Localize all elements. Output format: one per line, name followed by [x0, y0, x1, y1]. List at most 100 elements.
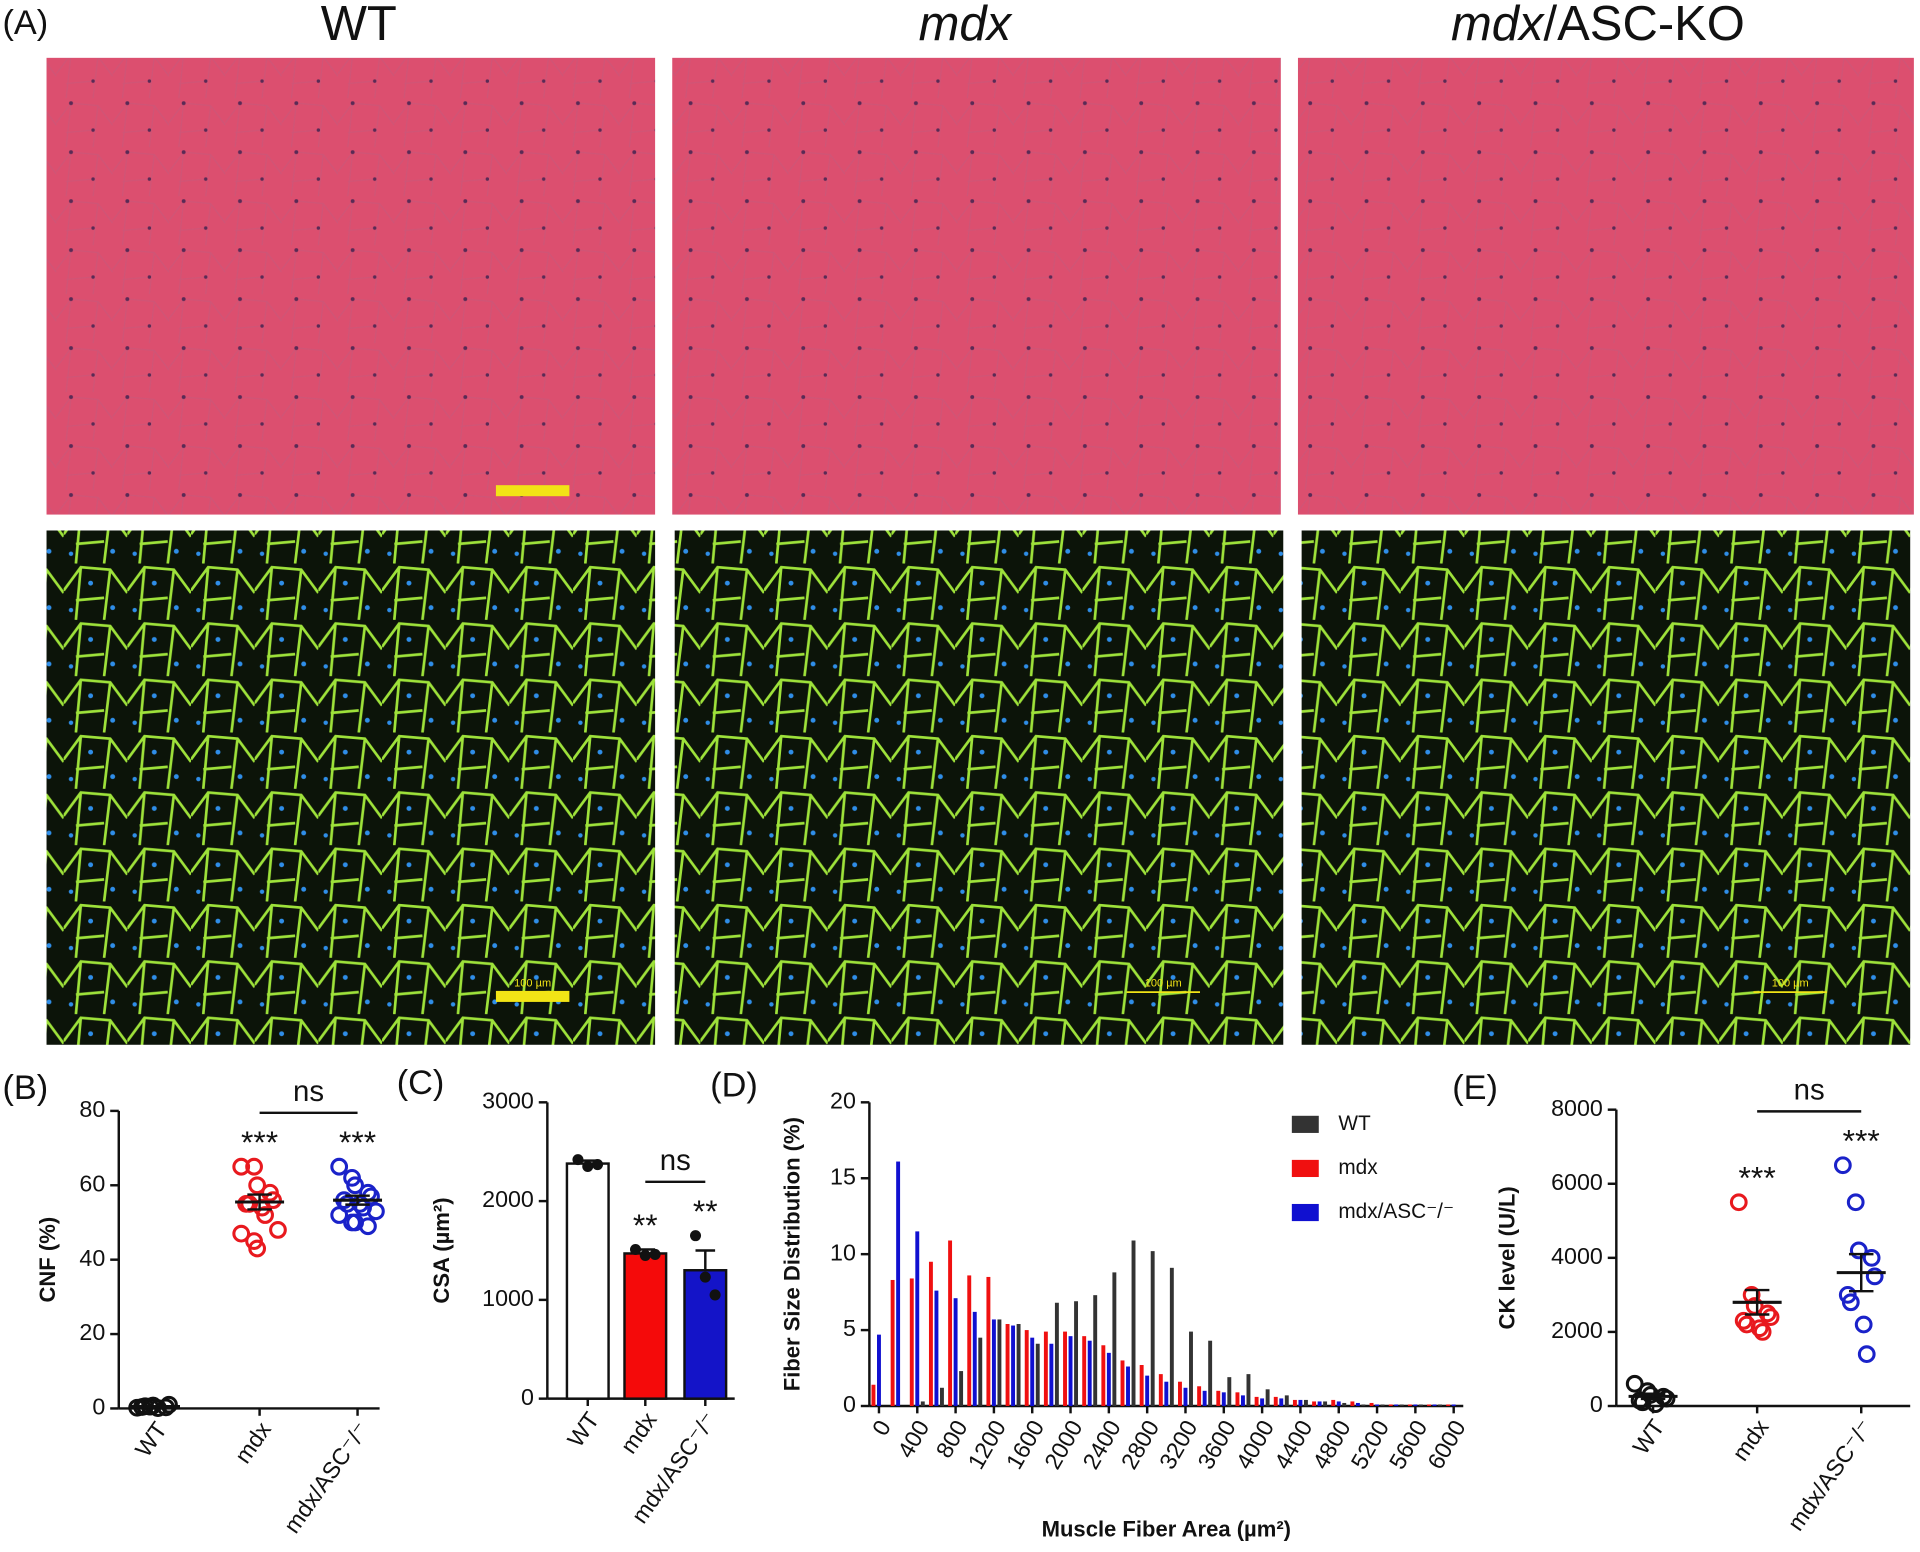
bar	[1336, 1401, 1341, 1406]
data-point	[330, 1206, 349, 1224]
y-tick-label: 0	[92, 1394, 105, 1420]
bar	[1197, 1386, 1202, 1406]
bar	[623, 1252, 668, 1400]
y-tick-label: 0	[843, 1391, 856, 1417]
data-point	[232, 1224, 251, 1243]
data-point	[1849, 1241, 1868, 1260]
bar	[1024, 1330, 1029, 1406]
bar	[1451, 1404, 1456, 1406]
data-point	[1854, 1315, 1873, 1334]
bar	[1082, 1336, 1087, 1406]
column-header: WT	[321, 0, 397, 51]
y-tick-label: 2000	[482, 1186, 534, 1212]
x-tick-label: 2000	[1039, 1416, 1087, 1474]
x-tick-label: mdx	[1727, 1414, 1774, 1465]
bar	[1388, 1404, 1393, 1406]
data-point	[639, 1249, 651, 1261]
y-tick-label: 40	[79, 1245, 105, 1271]
data-point	[367, 1202, 385, 1221]
bar	[890, 1279, 895, 1406]
bar	[896, 1161, 901, 1406]
data-point	[1857, 1345, 1876, 1364]
bar	[1189, 1331, 1193, 1406]
x-tick-label: 3600	[1192, 1416, 1240, 1474]
bar	[1246, 1374, 1251, 1406]
data-point	[630, 1243, 642, 1256]
significance: **	[633, 1207, 658, 1243]
legend-label: mdx	[1338, 1156, 1378, 1179]
bar	[1087, 1340, 1092, 1406]
data-point	[1865, 1267, 1884, 1286]
bar	[1005, 1324, 1010, 1406]
data-point	[346, 1176, 364, 1195]
bar	[967, 1275, 972, 1406]
x-tick-label: 1600	[1001, 1416, 1049, 1474]
data-point	[160, 1395, 178, 1414]
data-point	[690, 1230, 702, 1242]
bar	[1112, 1272, 1117, 1406]
y-tick-label: 6000	[1551, 1169, 1603, 1195]
x-tick-label: 400	[892, 1416, 934, 1463]
bar	[991, 1319, 996, 1406]
if-image	[674, 530, 1284, 1045]
bar	[1432, 1404, 1437, 1406]
bar	[1227, 1377, 1232, 1406]
x-tick-label: 1200	[963, 1416, 1011, 1474]
y-tick-label: 4000	[1551, 1243, 1603, 1269]
x-tick-label: 4000	[1231, 1416, 1279, 1474]
legend-label: WT	[1338, 1112, 1371, 1135]
y-tick-label: 20	[79, 1319, 105, 1345]
ns-label: ns	[1794, 1074, 1825, 1107]
panel-label: (B)	[2, 1069, 48, 1107]
bar	[1208, 1340, 1213, 1406]
bar	[1375, 1404, 1380, 1406]
panel-label: (E)	[1452, 1069, 1498, 1107]
bar	[1093, 1295, 1098, 1406]
data-point	[649, 1248, 661, 1260]
panel-label: (D)	[710, 1067, 758, 1105]
bar	[1016, 1324, 1021, 1406]
bar	[1298, 1399, 1303, 1406]
bar	[565, 1162, 610, 1400]
bar	[1413, 1404, 1418, 1406]
data-point	[245, 1157, 263, 1176]
bar	[1063, 1331, 1067, 1406]
bar	[1216, 1390, 1221, 1406]
bar	[1254, 1396, 1259, 1406]
bar	[1101, 1345, 1106, 1406]
x-tick-label: 0	[867, 1416, 896, 1440]
data-point	[699, 1271, 711, 1283]
bar	[1169, 1267, 1174, 1406]
data-point	[1761, 1308, 1780, 1326]
data-point	[232, 1157, 251, 1176]
he-image	[1297, 57, 1914, 515]
bar	[1284, 1395, 1289, 1406]
bar	[1279, 1398, 1284, 1406]
bar	[978, 1337, 983, 1406]
significance: ***	[1739, 1160, 1776, 1196]
bar	[953, 1298, 958, 1406]
bar	[1350, 1401, 1355, 1406]
bar	[1361, 1404, 1366, 1406]
x-tick-label: 6000	[1422, 1416, 1470, 1474]
bar	[1158, 1374, 1163, 1406]
bar	[1303, 1399, 1308, 1406]
bar	[1150, 1251, 1155, 1406]
y-axis-label: CSA (µm²)	[429, 1197, 454, 1303]
ns-label: ns	[660, 1144, 691, 1177]
bar	[1139, 1365, 1144, 1406]
bar	[1260, 1398, 1265, 1406]
bar	[1292, 1399, 1297, 1406]
x-tick-label: 4400	[1269, 1416, 1317, 1474]
y-tick-label: 1000	[482, 1285, 534, 1311]
bar	[1407, 1404, 1412, 1406]
bar	[1369, 1402, 1374, 1406]
scale-bar-label: 100 µm	[514, 977, 551, 989]
x-axis-label: Muscle Fiber Area (µm²)	[1042, 1517, 1291, 1542]
x-tick-label: WT	[130, 1417, 172, 1462]
if-image	[1301, 530, 1911, 1045]
he-image	[46, 57, 656, 515]
data-point	[1833, 1156, 1852, 1175]
